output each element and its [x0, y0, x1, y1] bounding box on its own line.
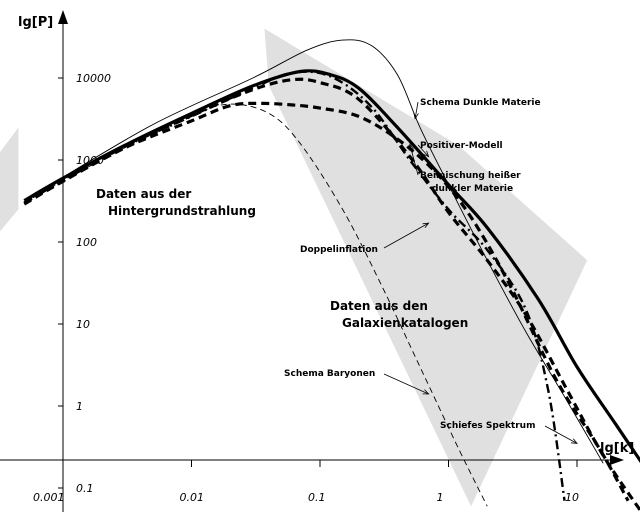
annotation-label: Schema Dunkle Materie: [420, 98, 541, 108]
x-tick-label: 1: [437, 491, 444, 504]
annotation-arrowhead: [570, 438, 578, 444]
annotation-leader: [414, 101, 419, 119]
y-tick-label: 100: [76, 236, 97, 249]
annotation-label: Schema Baryonen: [284, 369, 375, 379]
x-axis-arrow: [610, 455, 624, 465]
annotation-label: Doppelinflation: [300, 245, 378, 255]
region-label: Daten aus den: [330, 299, 428, 313]
y-tick-label: 1: [76, 400, 83, 413]
series-lines: [23, 39, 640, 512]
region-2: [264, 28, 588, 507]
x-tick-label: 0.1: [308, 491, 326, 504]
region-label-line2: Hintergrundstrahlung: [108, 204, 256, 218]
y-tick-label: 10000: [76, 72, 111, 85]
y-axis-label: lg[P]: [18, 15, 53, 30]
x-tick-label: 10: [565, 491, 579, 504]
series-line-4: [23, 70, 566, 501]
annotation-leader: [544, 425, 578, 444]
data-regions: [0, 28, 588, 507]
axes: [0, 10, 624, 512]
region-label-line2: Galaxienkatalogen: [342, 316, 468, 330]
annotation-arrowhead: [422, 389, 430, 395]
annotation-arrowhead: [408, 143, 414, 151]
annotation-leader: [409, 144, 419, 176]
annotation-leader: [417, 144, 429, 157]
series-line-2: [23, 69, 640, 464]
annotation-arrowhead: [413, 112, 419, 120]
series-line-3: [23, 101, 630, 502]
region-label: Daten aus der: [96, 187, 191, 201]
annotation-arrowhead: [422, 222, 430, 229]
annotation-label: Schiefes Spektrum: [440, 421, 535, 431]
series-line-1: [50, 39, 604, 464]
y-axis-arrow: [58, 10, 68, 24]
annotation-label: Positiver-Modell: [420, 141, 503, 151]
x-tick-label: 0.001: [33, 491, 65, 504]
y-tick-label: 10: [76, 318, 90, 331]
region-1: [0, 127, 19, 232]
annotation-label-line2: dunkler Materie: [432, 184, 513, 194]
x-tick-label: 0.01: [180, 491, 205, 504]
series-line-6: [23, 77, 640, 512]
x-ticks: 0.001 0.01 0.1 1 10: [33, 460, 579, 504]
annotations: Schema Dunkle Materie Positiver-Modell Bei…: [96, 98, 578, 444]
annotation-label: Beimischung heißer: [420, 171, 521, 181]
annotation-leader: [383, 222, 429, 249]
annotation-arrowhead: [422, 150, 430, 158]
x-axis-label: lg[k]: [600, 441, 634, 456]
y-tick-label: 0.1: [76, 482, 94, 495]
annotation-leader: [383, 373, 429, 395]
series-line-5: [24, 103, 488, 507]
